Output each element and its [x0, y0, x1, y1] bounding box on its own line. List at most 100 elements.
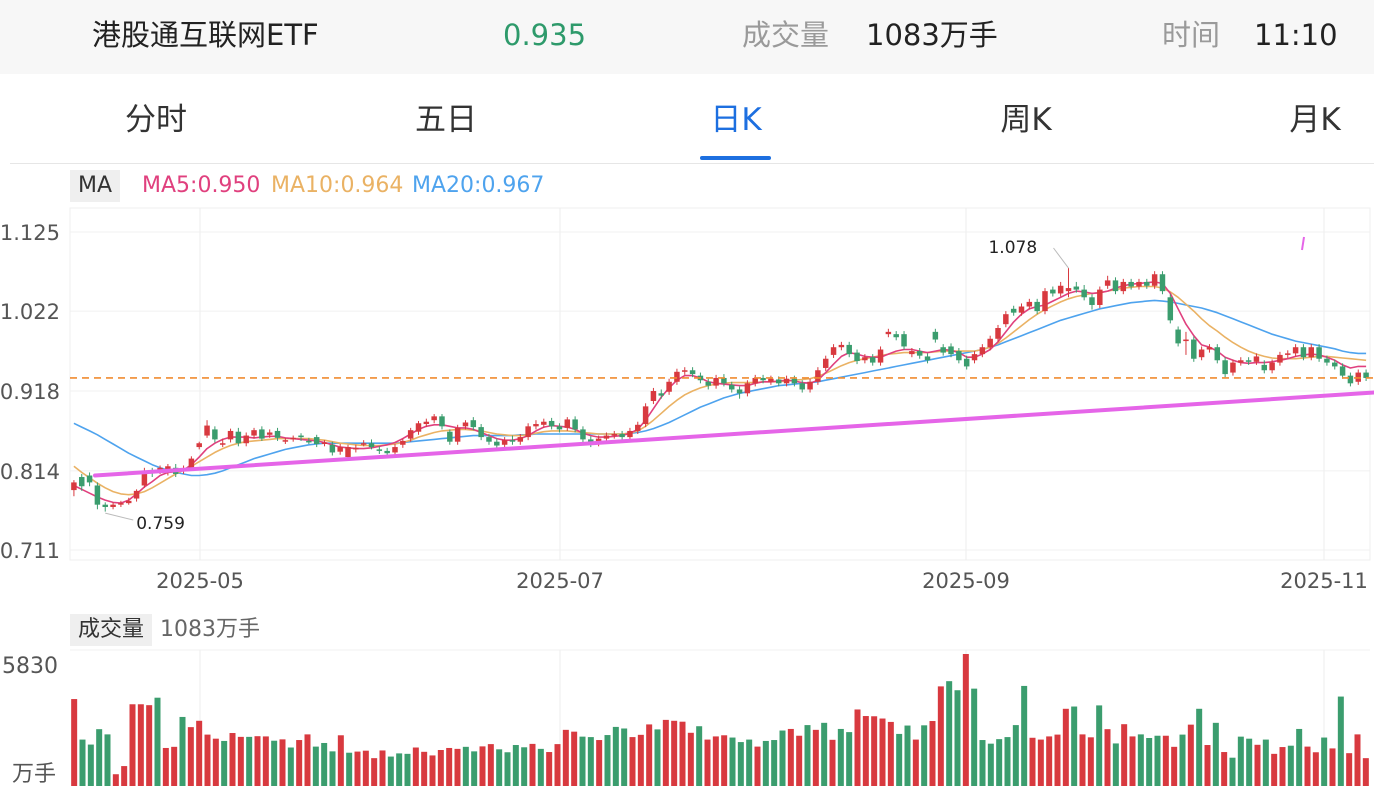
candle-body [682, 370, 688, 372]
volume-bar [479, 746, 486, 786]
volume-bar [421, 751, 428, 786]
tab-daily-k[interactable]: 日K [710, 102, 762, 138]
candle-body [282, 440, 289, 442]
volume-bar [512, 745, 519, 786]
volume-bar [887, 721, 894, 786]
tab-weekly-k[interactable]: 周K [1000, 102, 1052, 138]
candle-body [1097, 289, 1103, 305]
candle-body [470, 420, 477, 428]
volume-bar [937, 686, 944, 786]
candle-body [1050, 289, 1056, 294]
date-tick-label: 2025-07 [516, 569, 604, 593]
volume-bar [446, 747, 453, 786]
candle-body [854, 352, 860, 362]
candle-body [768, 378, 774, 382]
low-annotation-leader [105, 512, 134, 521]
volume-bar [521, 747, 528, 786]
candle-body [478, 427, 484, 438]
volume-badge[interactable]: 成交量 [70, 614, 153, 646]
current-price: 0.935 [503, 18, 587, 52]
candle-body [227, 430, 234, 440]
candle-body [1151, 274, 1158, 286]
candle-body [533, 424, 539, 427]
volume-bar [296, 740, 303, 786]
candle-body [1034, 301, 1040, 312]
candle-body [1206, 347, 1213, 350]
candle-body [79, 477, 85, 487]
volume-bar [979, 740, 986, 786]
volume-bar [1204, 745, 1211, 786]
volume-label: 成交量 [742, 18, 830, 52]
volume-bar [112, 774, 119, 786]
candle-body [783, 378, 790, 384]
candle-body [274, 430, 281, 438]
candle-body [901, 334, 907, 347]
candle-body [486, 437, 492, 442]
security-name: 港股通互联网ETF [92, 18, 319, 52]
candle-body [313, 437, 320, 444]
volume-bar [1329, 748, 1336, 786]
price-tick-label: 1.022 [0, 300, 60, 324]
candle-body [1253, 356, 1260, 362]
candle-body [219, 443, 226, 445]
candle-body [713, 377, 719, 386]
volume-bar [771, 740, 778, 786]
candle-body [635, 424, 641, 431]
volume-bar [1354, 734, 1361, 786]
candle-body [541, 421, 547, 425]
candle-body [1230, 362, 1236, 373]
volume-bar [1129, 736, 1136, 786]
volume-bar [179, 716, 186, 786]
volume-bar [1171, 746, 1178, 786]
candle-body [674, 371, 680, 382]
volume-bar [246, 736, 253, 786]
volume-bar [646, 724, 653, 786]
chart-overlays: 1.078 0.759 [70, 236, 1374, 534]
volume-bar [162, 747, 169, 786]
volume-bar [621, 728, 628, 786]
high-annotation-leader [1053, 247, 1069, 269]
volume-bar [187, 727, 194, 786]
volume-bar [154, 697, 161, 786]
candle-body [298, 435, 304, 438]
volume-bar [1104, 729, 1111, 786]
volume-bar [804, 725, 811, 786]
volume-bar [412, 747, 419, 786]
volume-bar [571, 731, 578, 786]
candle-body [1214, 347, 1221, 361]
volume-bar [1004, 737, 1011, 786]
candle-body [963, 358, 970, 367]
support-trendline [93, 390, 1374, 478]
volume-bar [612, 726, 619, 786]
candle-body [306, 440, 312, 443]
volume-bar [529, 743, 536, 786]
candle-body [1112, 280, 1119, 292]
volume-bar [687, 732, 694, 786]
candle-body [266, 432, 273, 435]
tab-intraday[interactable]: 分时 [125, 102, 187, 138]
volume-bar [396, 753, 403, 786]
candle-body [642, 406, 649, 425]
volume-series [71, 654, 1369, 786]
volume-bar [729, 737, 736, 786]
candle-body [525, 426, 531, 438]
volume-bar [862, 716, 869, 786]
candle-body [799, 383, 805, 390]
ma-badge[interactable]: MA [70, 170, 121, 202]
candle-body [1363, 372, 1369, 378]
candle-body [1128, 281, 1134, 287]
volume-bar [796, 735, 803, 786]
tab-monthly-k[interactable]: 月K [1289, 102, 1341, 138]
volume-bar [1196, 708, 1203, 786]
candle-body [666, 381, 672, 392]
volume-bar [1279, 747, 1286, 786]
candle-body [791, 378, 798, 384]
candle-body [580, 429, 586, 440]
tab-five-day[interactable]: 五日 [415, 102, 477, 138]
candle-body [838, 344, 845, 348]
active-tab-indicator [700, 156, 771, 160]
volume-bar [87, 744, 94, 786]
volume-bar [929, 721, 936, 786]
candle-body [321, 442, 328, 444]
